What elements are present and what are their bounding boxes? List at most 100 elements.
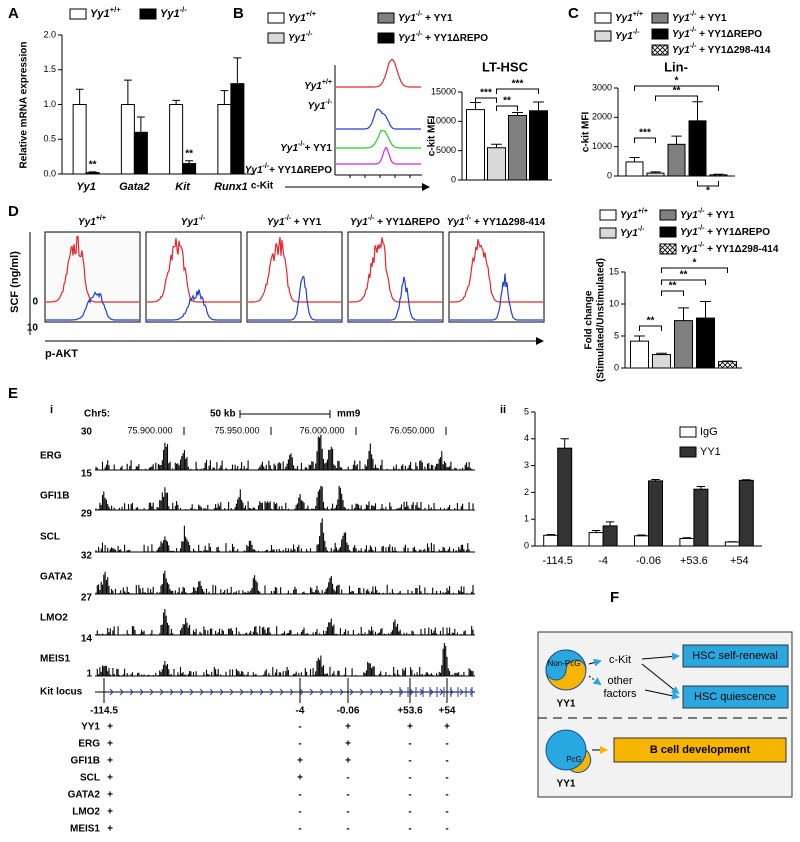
arrow [588,658,602,667]
flow-box [44,231,141,323]
binding-sign: + [107,824,113,835]
track-name: LMO2 [40,613,68,624]
flow-sample-title: Yy1-/- + YY1Δ298-414 [447,215,546,228]
legend-swatch [659,209,677,221]
track-name: GFI1B [40,491,69,502]
binding-sign: - [298,824,301,835]
flow-trace [336,58,421,88]
legend-swatch [594,30,612,42]
flow-sample-label: Yy1+/+ [304,79,332,92]
site-label: -4 [296,706,305,717]
x-tick-label: -114.5 [543,555,573,567]
chart-title: Lin- [664,59,688,74]
binding-sign: + [107,722,113,733]
panel-letter: E [8,385,18,402]
legend-swatch [651,44,669,56]
y-tick-label: 4 [524,433,529,443]
significance: *** [639,128,651,139]
outcome-box [682,685,789,709]
flow-sample-title: Yy1-/- [181,215,206,228]
legend-label: Yy1-/- + YY1ΔREPO [672,27,762,40]
legend-label: YY1 [700,446,721,458]
legend-swatch [651,12,669,24]
track-name: MEIS1 [40,654,70,665]
flow-trace [336,108,421,130]
error-bar [634,335,645,342]
panel-letter: B [233,5,244,22]
flow-x-label: p-AKT [45,348,78,360]
bracket [655,95,698,101]
binding-sign: - [408,739,411,750]
track-scale: 1 [86,669,92,680]
coordinate: 76.000.000 [299,425,344,435]
bar [508,114,527,181]
y-tick-label: 5 [524,406,529,416]
binding-sign: - [298,739,301,750]
bar [466,109,485,181]
bar [696,317,715,369]
significance: * [675,76,679,87]
y-tick-label: 0.0 [43,168,56,178]
binding-sign: - [346,790,349,801]
panel-letter: C [568,5,579,22]
legend-swatch [659,243,677,255]
bracket [634,85,719,91]
x-tick-label: +53.6 [680,555,708,567]
y-tick-label: 2000 [592,112,612,122]
bar [709,174,728,177]
site-label: +53.6 [397,706,423,717]
bar [557,447,573,547]
legend-label: Yy1-/- [615,29,640,42]
flow-trace-unstim [349,237,442,303]
error-bar [533,101,544,111]
binding-sign: - [445,807,448,818]
coordinate: 76.050.000 [389,425,434,435]
bar [588,532,604,547]
y-tick-label: 15 [609,266,619,276]
y-axis-label: Relative mRNA expression [19,42,30,169]
y-tick-label: 10000 [431,116,456,126]
bracket [639,325,662,331]
error-bar [233,57,242,84]
x-tick-label: Yy1 [76,181,96,193]
bar [120,104,135,175]
bracket [496,105,518,111]
significance: ** [647,316,655,327]
legend-label: Yy1+/+ [288,11,316,24]
bar [529,110,548,181]
significance: ** [185,148,193,159]
arrow [644,689,680,700]
flow-box [246,231,343,323]
coordinate: 75.950.000 [214,425,259,435]
binding-sign: - [346,824,349,835]
legend-label: Yy1-/- + YY1 [672,11,727,24]
legend-swatch [679,426,697,438]
mediator: other [607,675,632,687]
state-label: PcG [566,755,582,764]
legend-label: Yy1-/- + YY1Δ298-414 [672,43,771,56]
bar [634,535,649,547]
locus-features [109,687,474,697]
legend-label: Yy1-/- + YY1ΔREPO [398,31,488,44]
bar [85,172,100,175]
outcome: B cell development [650,744,751,756]
y-tick-label: 1.0 [43,99,56,109]
legend-label: Yy1+/+ [90,5,121,20]
bar [679,537,695,547]
binding-sign: - [408,807,411,818]
binding-sign: + [107,739,113,750]
track-scale: 15 [81,469,93,480]
y-axis-label: (Stimulated/Unstimulated) [596,258,607,382]
bar [543,534,559,547]
bracket [661,267,728,273]
site-label: +54 [439,706,456,717]
binding-sign: - [346,807,349,818]
binding-sign: + [407,722,413,733]
scale-bar-label: 50 kb [210,409,236,420]
site-label: -114.5 [90,706,118,717]
mediator: factors [603,688,637,700]
panel-letter: F [610,589,619,606]
binding-sign: - [298,807,301,818]
protein-label: YY1 [557,699,576,710]
